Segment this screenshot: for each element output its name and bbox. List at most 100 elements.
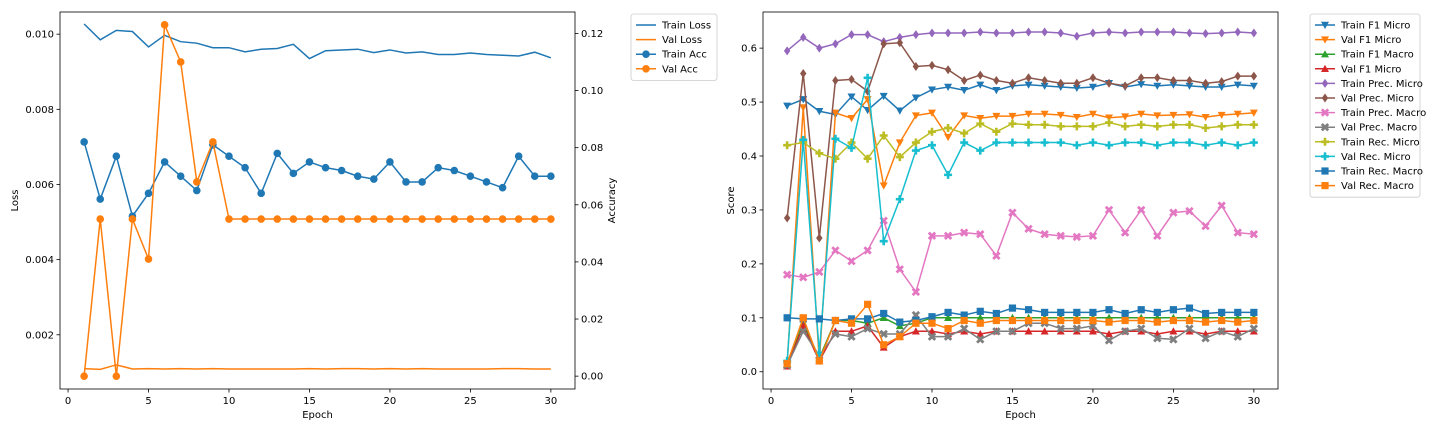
train-rec-micro-point — [911, 138, 920, 147]
train-loss-line — [83, 23, 552, 60]
train-f1-micro-point — [944, 83, 953, 91]
train-prec-macro-point — [1169, 208, 1178, 217]
val-prec-micro-point — [928, 60, 936, 70]
val-prec-micro-point — [880, 39, 887, 49]
val-acc-point — [225, 215, 233, 223]
val-loss-line — [84, 364, 551, 371]
train-f1-micro-point — [911, 94, 920, 102]
legend: Train F1 Micro Val F1 Micro Train F1 Macro… — [1309, 13, 1426, 198]
y2-tick-label: 0.06 — [581, 200, 603, 211]
train-rec-macro-point — [847, 315, 856, 323]
train-rec-macro-point — [1121, 309, 1129, 318]
val-f1-micro-point — [1169, 111, 1178, 120]
val-prec-micro-point — [1009, 78, 1016, 88]
val-f1-micro-point — [960, 327, 969, 335]
train-prec-macro-point — [1120, 228, 1130, 237]
y-axis-label: Score — [726, 186, 737, 214]
val-rec-macro-point — [847, 319, 856, 327]
legend-entry-label: Val Prec. Macro — [1341, 123, 1417, 134]
train-prec-macro-point — [782, 270, 792, 279]
val-rec-macro-point — [1008, 316, 1017, 325]
legend-swatch-marker — [1321, 137, 1329, 146]
val-prec-macro-point — [976, 335, 985, 344]
val-prec-micro-point — [816, 233, 823, 243]
train-rec-macro-point — [880, 309, 888, 318]
val-rec-micro-point — [1088, 138, 1097, 147]
train-acc-point — [498, 183, 507, 192]
val-acc-point — [418, 215, 426, 223]
train-prec-micro-point — [944, 28, 952, 38]
legend-entry-label: Train Rec. Macro — [1340, 167, 1423, 178]
val-rec-micro-point — [1105, 141, 1114, 150]
train-rec-macro-point — [1057, 308, 1065, 317]
y-tick-label: 0.6 — [741, 44, 757, 55]
val-f1-micro-point — [1105, 329, 1114, 338]
val-f1-micro-point — [911, 327, 920, 335]
val-acc-point — [321, 215, 330, 223]
train-rec-micro-line — [787, 121, 1254, 160]
val-prec-macro-point — [1233, 332, 1242, 341]
val-prec-micro-point — [1057, 78, 1064, 88]
train-prec-macro-point — [1072, 232, 1082, 242]
train-rec-macro-series — [783, 304, 1258, 326]
val-acc-point — [337, 215, 346, 223]
train-rec-macro-point — [1218, 308, 1226, 317]
x-tick-label: 10 — [926, 396, 939, 407]
val-rec-macro-point — [815, 357, 823, 365]
val-prec-macro-point — [959, 324, 969, 333]
train-prec-micro-point — [960, 28, 968, 38]
val-rec-macro-point — [1089, 316, 1097, 325]
train-rec-macro-point — [944, 308, 952, 317]
y2-tick-label: 0.08 — [581, 143, 603, 154]
val-prec-micro-point — [1154, 73, 1161, 83]
legend-swatch-marker — [1321, 36, 1329, 44]
train-f1-micro-line — [786, 82, 1254, 116]
val-f1-micro-point — [895, 139, 904, 147]
train-rec-macro-point — [783, 314, 791, 322]
val-f1-micro-point — [927, 109, 936, 117]
val-rec-micro-point — [1040, 138, 1049, 147]
val-rec-micro-point — [799, 135, 808, 144]
train-rec-micro-point — [960, 129, 969, 138]
legend-entry-label: Train Prec. Micro — [1340, 79, 1423, 90]
train-prec-micro-series — [783, 27, 1258, 56]
x-tick-label: 25 — [464, 396, 477, 407]
train-prec-macro-point — [863, 246, 872, 255]
val-rec-macro-point — [992, 316, 1000, 325]
val-rec-micro-point — [863, 73, 872, 82]
train-acc-point — [144, 189, 153, 198]
train-acc-point — [160, 158, 169, 166]
val-f1-micro-point — [960, 112, 969, 120]
train-rec-macro-point — [1089, 308, 1097, 317]
train-prec-micro-point — [977, 27, 984, 37]
val-rec-macro-point — [1024, 316, 1033, 325]
val-rec-micro-point — [944, 170, 953, 179]
val-f1-micro-line — [786, 97, 1254, 364]
train-acc-point — [402, 178, 410, 186]
val-prec-micro-point — [1250, 71, 1258, 81]
train-rec-micro-point — [895, 153, 904, 162]
train-acc-point — [241, 163, 249, 172]
train-prec-micro-point — [1234, 27, 1241, 37]
val-rec-micro-point — [927, 141, 936, 150]
val-f1-micro-point — [1185, 327, 1194, 335]
legend-swatch-marker — [1321, 182, 1329, 190]
train-rec-micro-point — [927, 127, 936, 136]
train-rec-macro-point — [976, 307, 984, 315]
y2-tick-label: 0.12 — [581, 29, 603, 40]
train-f1-micro-point — [1153, 82, 1162, 90]
train-prec-macro-point — [1153, 231, 1162, 241]
val-f1-micro-point — [1185, 111, 1194, 119]
val-f1-micro-point — [1137, 327, 1146, 335]
val-prec-micro-line — [786, 41, 1254, 239]
train-prec-macro-point — [1137, 205, 1146, 215]
val-prec-macro-point — [992, 327, 1001, 336]
train-prec-micro-point — [1057, 28, 1064, 38]
train-acc-point — [530, 172, 539, 181]
val-rec-micro-point — [1137, 138, 1146, 147]
legend-entry-label: Val Loss — [662, 35, 702, 46]
train-acc-point — [353, 172, 362, 181]
val-rec-macro-point — [1073, 316, 1081, 325]
val-f1-micro-point — [1201, 113, 1210, 122]
train-f1-micro-point — [1233, 81, 1242, 89]
